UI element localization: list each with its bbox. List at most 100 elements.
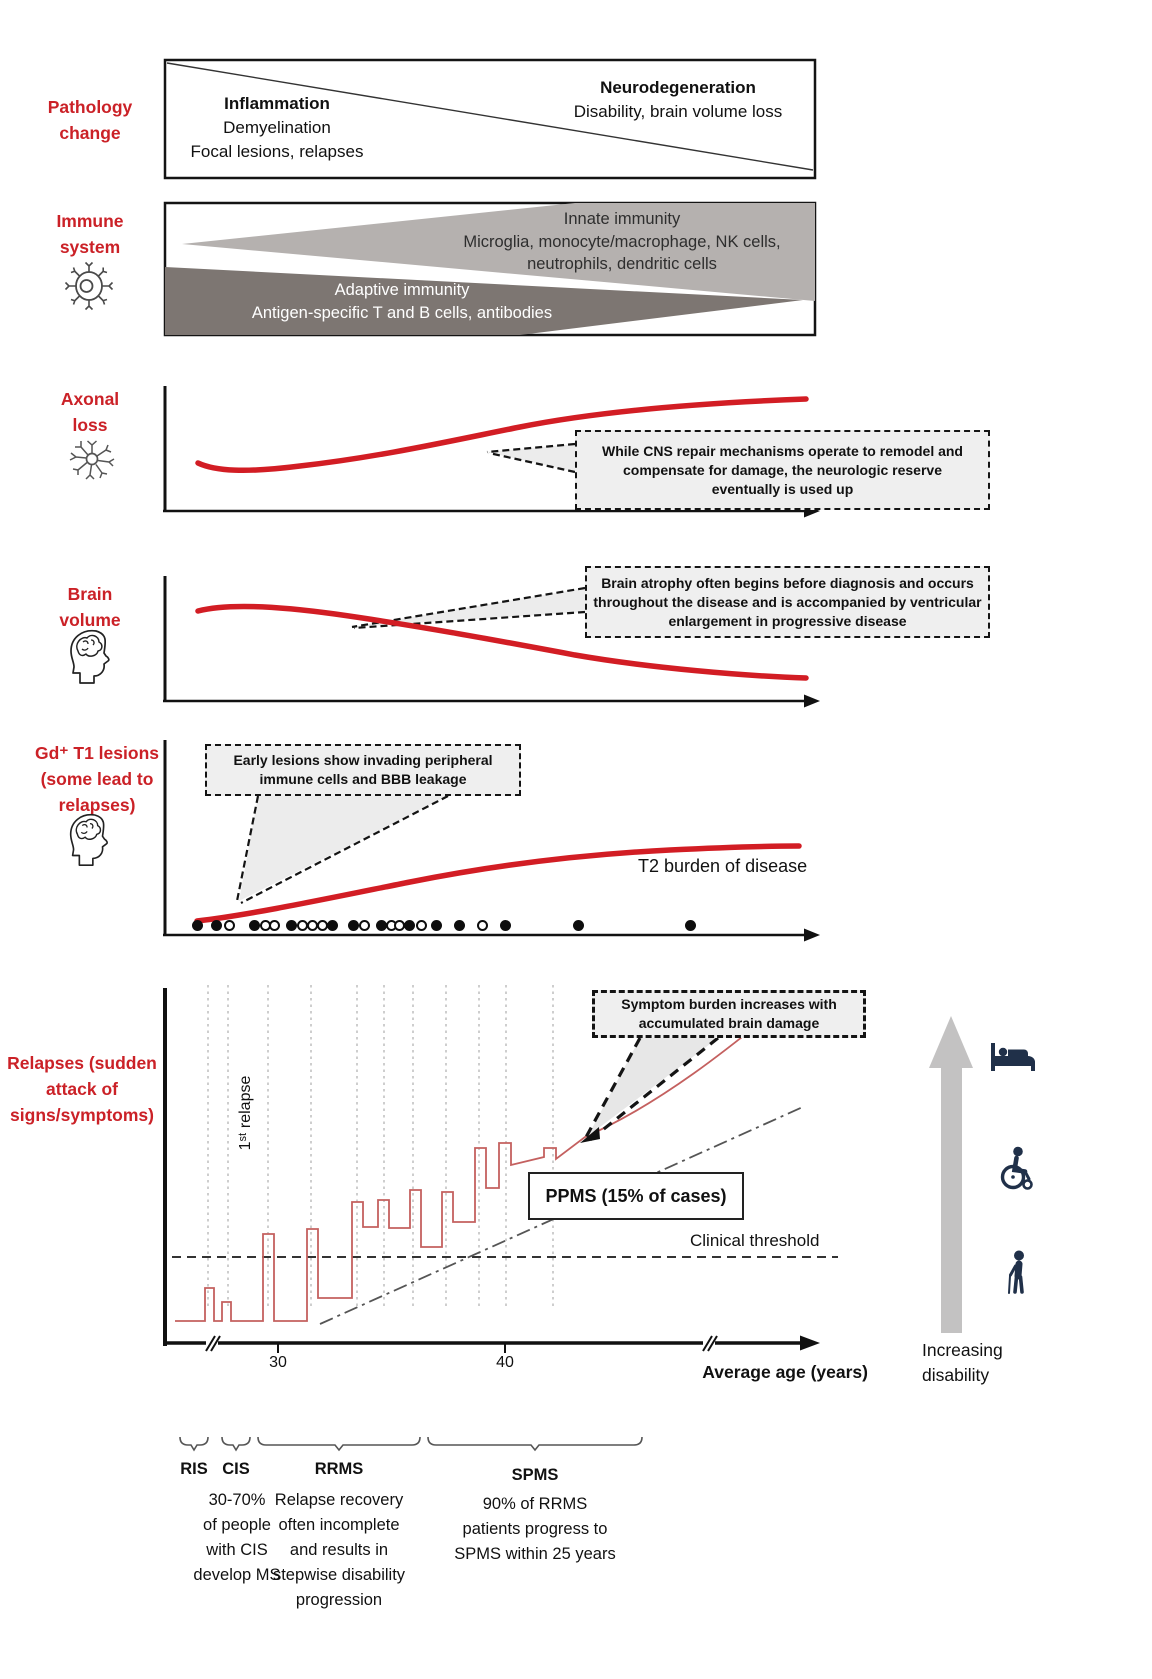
gd-label-line3: relapses) — [58, 795, 136, 815]
rrms-desc-line4: stepwise disability — [272, 1566, 406, 1584]
rrms-desc-line5: progression — [295, 1591, 383, 1609]
lesion-dot-filled — [191, 920, 203, 931]
ppms-box: PPMS (15% of cases) — [528, 1172, 744, 1220]
wheelchair-icon — [998, 1146, 1036, 1195]
lesion-dot-filled — [684, 920, 696, 931]
gd-label-line1: Gd⁺ T1 lesions — [35, 743, 159, 763]
age-tick-40: 40 — [496, 1354, 514, 1371]
relapses-label-line2: attack of — [46, 1079, 118, 1099]
increasing-disability-label: Increasing disability — [922, 1338, 1032, 1388]
brainvol-x-axis-arrowhead — [804, 694, 820, 708]
neurodegeneration-title: Neurodegeneration — [600, 78, 756, 97]
lesion-dot-filled — [285, 920, 297, 931]
immune-box-group — [163, 201, 817, 337]
first-relapse-label: 1ˢᵗ relapse — [237, 1075, 254, 1151]
cis-desc-line1: 30-70% — [208, 1491, 266, 1509]
lesion-dot-open — [316, 920, 328, 931]
spms-desc-line1: 90% of RRMS — [482, 1495, 588, 1513]
innate-title: Innate immunity — [563, 210, 681, 228]
lesion-dot-open — [476, 920, 488, 931]
pathology-right-text: Neurodegeneration Disability, brain volu… — [538, 76, 818, 124]
lesion-dot-filled — [375, 920, 387, 931]
lesion-dot-filled — [403, 920, 415, 931]
ppms-dashdot-line — [319, 1105, 806, 1325]
axonal-loss-label: Axonal loss — [42, 386, 138, 438]
innate-line2: Microglia, monocyte/macrophage, NK cells… — [463, 232, 781, 251]
stage-ris-label: RIS — [180, 1460, 208, 1478]
gd-lesions-label: Gd⁺ T1 lesions (some lead to relapses) — [22, 740, 172, 818]
clinical-threshold-label: Clinical threshold — [690, 1231, 820, 1250]
symptom-callout-arrowhead — [580, 1127, 600, 1143]
stage-braces — [179, 1436, 643, 1452]
brain-volume-curve — [195, 603, 809, 681]
rrms-brace — [257, 1436, 421, 1452]
stage-rrms-label: RRMS — [314, 1460, 364, 1478]
brain-atrophy-line3: enlargement in progressive disease — [668, 612, 907, 629]
increasing-line1: Increasing — [922, 1340, 1003, 1360]
immune-label-line1: Immune — [56, 211, 124, 231]
adaptive-title: Adaptive immunity — [334, 281, 470, 299]
innate-immunity-wedge — [182, 203, 815, 301]
relapses-label-line3: signs/symptoms) — [10, 1105, 154, 1125]
gd-label-line2: (some lead to — [40, 769, 154, 789]
spms-desc-line3: SPMS within 25 years — [454, 1545, 616, 1563]
axonal-label-line1: Axonal — [60, 389, 120, 409]
symptom-burden-callout: Symptom burden increases with accumulate… — [592, 990, 866, 1038]
bedridden-icon — [990, 1042, 1036, 1077]
adaptive-line2: Antigen-specific T and B cells, antibodi… — [251, 304, 553, 322]
disability-text: Disability, brain volume loss — [573, 102, 783, 121]
cns-repair-callout: While CNS repair mechanisms operate to r… — [575, 430, 990, 510]
brain-atrophy-callout: Brain atrophy often begins before diagno… — [585, 566, 990, 638]
neuron-icon — [64, 430, 120, 491]
brain-head-icon — [62, 628, 118, 695]
immune-label: Immune system — [36, 208, 144, 260]
lesion-dot-open — [306, 920, 318, 931]
rrms-desc-line3: and results in — [289, 1541, 389, 1559]
innate-line3: neutrophils, dendritic cells — [527, 255, 717, 273]
focal-lesions-text: Focal lesions, relapses — [190, 142, 364, 161]
cis-description: 30-70% of people with CIS develop MS — [182, 1488, 292, 1588]
pathology-box-group — [163, 58, 817, 180]
spms-desc-line2: patients progress to — [462, 1520, 608, 1538]
cis-brace — [221, 1436, 251, 1452]
cns-repair-line1: While CNS repair mechanisms operate to r… — [602, 442, 963, 459]
lesion-dot-filled — [572, 920, 584, 931]
t2-burden-curve — [194, 843, 802, 924]
immune-cell-icon — [62, 258, 116, 317]
innate-immunity-text: Innate immunity Microglia, monocyte/macr… — [428, 208, 816, 276]
lesion-dot-open — [415, 920, 427, 931]
increasing-disability-arrow-shaft — [941, 1067, 962, 1333]
age-tick-30: 30 — [269, 1354, 287, 1371]
early-lesions-line2: immune cells and BBB leakage — [259, 771, 467, 787]
rrms-desc-line2: often incomplete — [278, 1516, 400, 1534]
relapse-gridlines — [207, 985, 554, 1310]
inflammation-title: Inflammation — [224, 94, 330, 113]
lesion-dot-filled — [347, 920, 359, 931]
brainvol-plot-group — [163, 576, 820, 708]
demyelination-text: Demyelination — [223, 118, 331, 137]
axis-break-right — [702, 1335, 713, 1352]
spms-description: 90% of RRMS patients progress to SPMS wi… — [420, 1492, 650, 1567]
axonal-label-line2: loss — [72, 415, 108, 435]
brain-head-icon-2 — [62, 812, 116, 877]
lesion-dot-filled — [430, 920, 442, 931]
increasing-disability-arrow-head — [929, 1016, 973, 1068]
lesion-dot-filled — [499, 920, 511, 931]
gd-plot-group — [163, 740, 820, 942]
adaptive-immunity-wedge — [165, 267, 803, 335]
axonal-plot-group — [163, 386, 820, 518]
brain-atrophy-line1: Brain atrophy often begins before diagno… — [601, 574, 974, 591]
lesion-dot-open — [296, 920, 308, 931]
symptom-burden-line2: accumulated brain damage — [638, 1015, 820, 1031]
lesion-dot-open — [393, 920, 405, 931]
lesion-dot-filled — [326, 920, 338, 931]
relapses-label: Relapses (sudden attack of signs/symptom… — [4, 1050, 160, 1128]
relapse-plot-group — [163, 985, 973, 1353]
early-lesions-line1: Early lesions show invading peripheral — [233, 752, 493, 768]
relapse-step-curve — [175, 993, 796, 1322]
t2-burden-label: T2 burden of disease — [638, 856, 808, 876]
pathology-label-line1: Pathology — [47, 97, 133, 117]
brain-volume-label: Brain volume — [36, 581, 144, 633]
